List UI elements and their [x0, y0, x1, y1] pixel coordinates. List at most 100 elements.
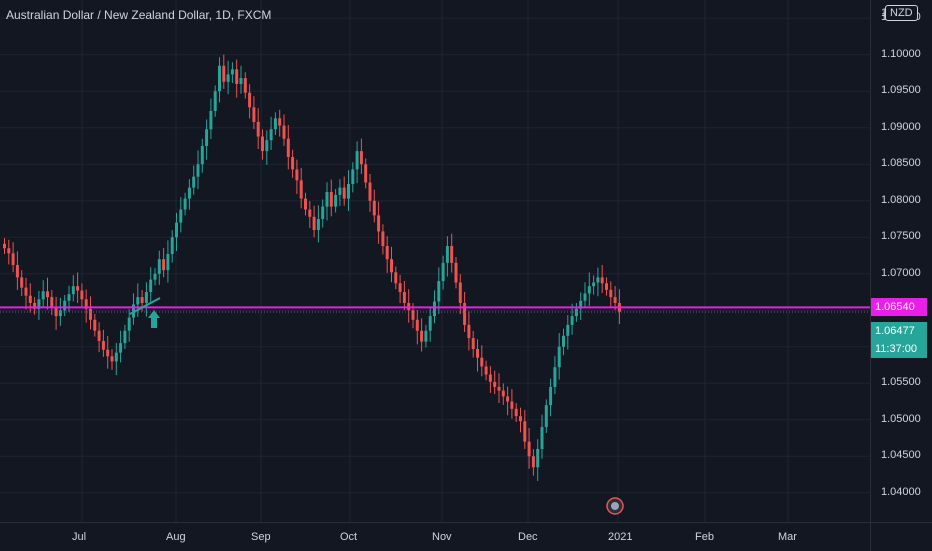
candle-body: [209, 110, 213, 130]
candle: [605, 277, 608, 296]
candle-body: [398, 283, 402, 293]
candle-body: [101, 340, 105, 350]
candle: [583, 282, 587, 308]
candle: [402, 280, 406, 311]
candle-body: [278, 118, 282, 126]
candle-body: [566, 324, 570, 336]
candle-body: [364, 164, 368, 183]
candle-body: [308, 209, 312, 217]
candle: [334, 189, 338, 213]
candle-body: [553, 367, 557, 387]
candle: [93, 313, 97, 337]
candle-body: [187, 187, 191, 199]
symbol-title[interactable]: Australian Dollar / New Zealand Dollar, …: [6, 8, 272, 22]
candle-body: [136, 297, 140, 305]
trendline-drawing[interactable]: [129, 297, 161, 315]
candle-body: [415, 319, 419, 331]
candle-body: [613, 297, 617, 303]
horizontal-line-price-tag: 1.06540: [871, 298, 927, 317]
candle: [351, 162, 355, 193]
candle-body: [140, 297, 144, 303]
candle-body: [377, 215, 381, 232]
candle-body: [235, 69, 239, 84]
candle: [445, 236, 449, 277]
candle: [428, 307, 432, 342]
candle: [123, 324, 127, 349]
candle: [226, 60, 230, 95]
candle-body: [441, 262, 445, 282]
candle: [192, 165, 196, 195]
candle: [162, 248, 166, 278]
candle-body: [587, 286, 591, 294]
candlestick-chart[interactable]: [0, 0, 870, 522]
candle: [523, 410, 527, 449]
candle-body: [596, 277, 600, 283]
candle: [295, 159, 299, 195]
candle: [579, 292, 583, 320]
candle-body: [583, 293, 587, 301]
candle-body: [110, 356, 114, 362]
candle-body: [424, 330, 428, 342]
candle: [24, 277, 28, 310]
candle-body: [433, 301, 436, 317]
candle-body: [316, 219, 320, 230]
candle-body: [488, 374, 492, 382]
candle: [531, 449, 535, 476]
candle: [347, 170, 350, 211]
time-tick-label: Mar: [778, 531, 797, 543]
candle: [235, 59, 239, 98]
candle: [493, 370, 497, 395]
candle: [312, 205, 316, 238]
candle-body: [252, 107, 256, 122]
candle: [359, 138, 363, 175]
candle: [3, 238, 6, 255]
candle: [106, 335, 110, 369]
candle: [613, 286, 617, 311]
arrow-up-icon[interactable]: [148, 310, 160, 328]
candle: [450, 233, 454, 273]
candle: [230, 62, 234, 83]
candle-body: [605, 283, 608, 290]
candle: [364, 158, 368, 189]
axis-corner: [870, 522, 932, 551]
candle-body: [200, 146, 204, 165]
candle: [592, 275, 596, 295]
candle: [463, 291, 467, 333]
price-axis[interactable]: 1.105001.100001.095001.090001.085001.080…: [870, 0, 932, 522]
candle-body: [89, 308, 92, 320]
candle: [514, 402, 518, 422]
candle-body: [493, 381, 497, 387]
price-tick-label: 1.08500: [881, 157, 921, 170]
price-tick-label: 1.04500: [881, 449, 921, 462]
candle-body: [536, 448, 540, 468]
candle-body: [11, 253, 15, 266]
candle-body: [37, 299, 41, 309]
candle-body: [265, 140, 269, 152]
chart-pane[interactable]: Australian Dollar / New Zealand Dollar, …: [0, 0, 870, 522]
candle: [239, 65, 243, 94]
candle-body: [71, 286, 75, 295]
candle-body: [527, 441, 531, 457]
candle-body: [463, 302, 467, 325]
candle: [153, 267, 157, 286]
candle-body: [162, 259, 166, 271]
candle: [570, 303, 574, 335]
candle-body: [359, 151, 363, 165]
candle: [278, 109, 282, 137]
candle: [149, 267, 153, 302]
candle: [76, 272, 80, 303]
currency-badge[interactable]: NZD: [885, 5, 918, 21]
candle: [600, 265, 604, 294]
candle: [213, 85, 217, 117]
candle: [196, 150, 200, 190]
candle: [243, 72, 247, 99]
candle: [15, 251, 19, 290]
candle-body: [519, 416, 522, 422]
candle: [166, 240, 170, 283]
time-axis[interactable]: Jul Aug Sep Oct Nov Dec 2021 Feb Mar: [0, 522, 870, 551]
candle: [20, 270, 24, 297]
candle: [471, 330, 475, 358]
candle: [132, 293, 135, 325]
candle-body: [291, 156, 295, 170]
time-tick-label: Oct: [340, 531, 358, 543]
